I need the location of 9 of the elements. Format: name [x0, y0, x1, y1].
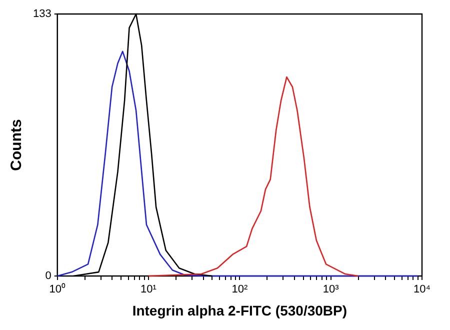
x-axis-title: Integrin alpha 2-FITC (530/30BP)	[132, 302, 348, 318]
x-tick-label: 10²	[232, 284, 248, 296]
y-tick-label: 0	[45, 270, 52, 282]
y-axis-title: Counts	[8, 119, 26, 171]
x-tick-label: 10⁴	[414, 284, 431, 296]
x-tick-label: 10¹	[140, 284, 157, 296]
x-tick-label: 10³	[322, 284, 340, 296]
y-tick-label: 133	[32, 8, 52, 20]
x-tick-label: 10⁰	[49, 282, 66, 296]
